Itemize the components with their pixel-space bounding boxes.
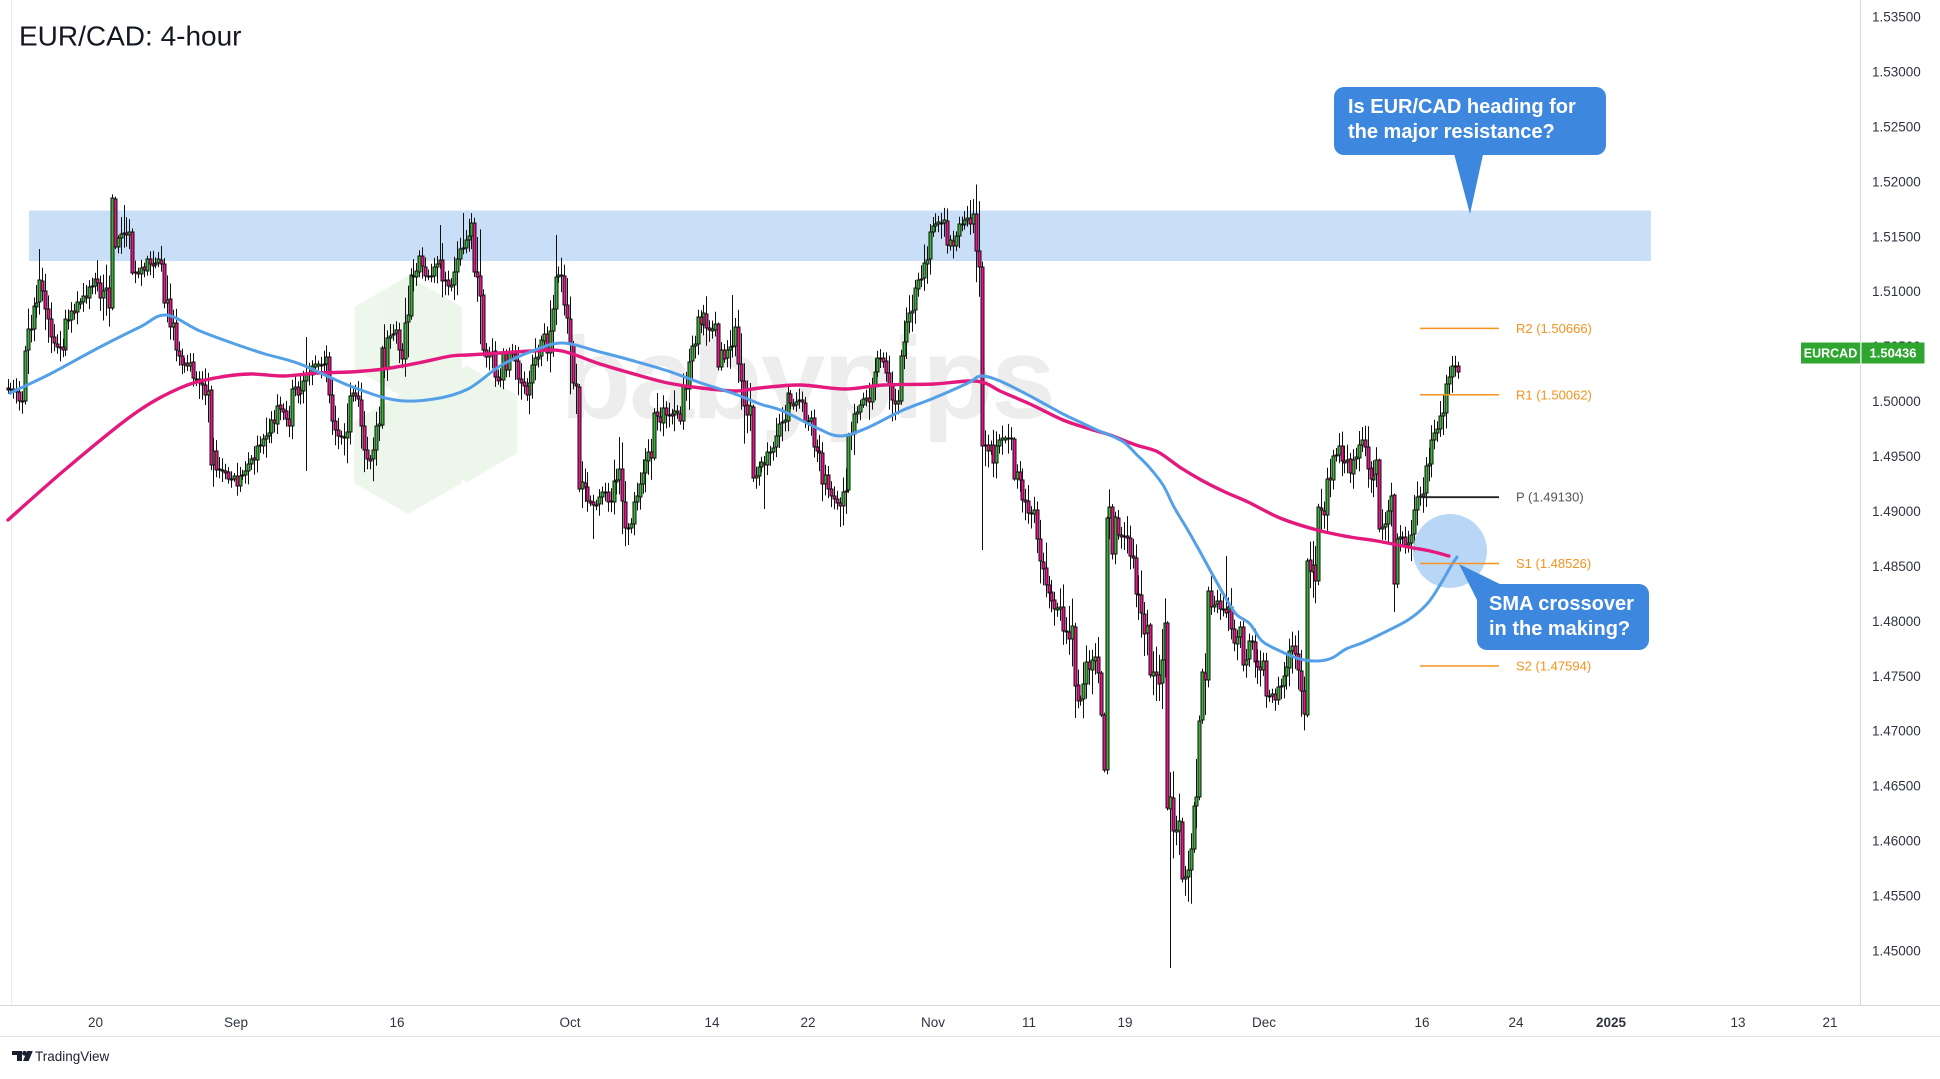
svg-text:14: 14: [704, 1015, 720, 1030]
svg-text:TradingView: TradingView: [35, 1049, 110, 1064]
svg-text:1.50000: 1.50000: [1872, 394, 1921, 409]
svg-text:1.47500: 1.47500: [1872, 669, 1921, 684]
svg-text:1.51000: 1.51000: [1872, 284, 1921, 299]
svg-text:1.45500: 1.45500: [1872, 889, 1921, 904]
svg-text:1.53500: 1.53500: [1872, 10, 1921, 25]
svg-text:21: 21: [1822, 1015, 1837, 1030]
svg-text:Sep: Sep: [224, 1015, 248, 1030]
svg-text:EURCAD: EURCAD: [1804, 347, 1857, 361]
svg-text:20: 20: [88, 1015, 103, 1030]
svg-text:SMA crossover: SMA crossover: [1489, 593, 1634, 615]
svg-text:Oct: Oct: [559, 1015, 580, 1030]
svg-text:1.46500: 1.46500: [1872, 779, 1921, 794]
svg-text:1.47000: 1.47000: [1872, 724, 1921, 739]
svg-text:16: 16: [389, 1015, 404, 1030]
svg-text:S2 (1.47594): S2 (1.47594): [1516, 659, 1591, 674]
svg-text:13: 13: [1730, 1015, 1745, 1030]
svg-text:1.48000: 1.48000: [1872, 614, 1921, 629]
svg-text:P (1.49130): P (1.49130): [1516, 490, 1584, 505]
svg-text:1.45000: 1.45000: [1872, 944, 1921, 959]
svg-text:1.49000: 1.49000: [1872, 504, 1921, 519]
svg-text:1.46000: 1.46000: [1872, 834, 1921, 849]
svg-text:2025: 2025: [1596, 1015, 1627, 1030]
svg-text:1.53000: 1.53000: [1872, 64, 1921, 79]
svg-text:Nov: Nov: [921, 1015, 945, 1030]
svg-text:R2 (1.50666): R2 (1.50666): [1516, 321, 1592, 336]
svg-text:1.50436: 1.50436: [1870, 346, 1917, 361]
svg-text:19: 19: [1117, 1015, 1132, 1030]
svg-text:the major resistance?: the major resistance?: [1348, 121, 1555, 143]
svg-text:1.52000: 1.52000: [1872, 174, 1921, 189]
svg-text:22: 22: [800, 1015, 815, 1030]
svg-text:1.49500: 1.49500: [1872, 449, 1921, 464]
svg-text:S1 (1.48526): S1 (1.48526): [1516, 556, 1591, 571]
svg-text:11: 11: [1022, 1015, 1036, 1030]
svg-text:R1 (1.50062): R1 (1.50062): [1516, 387, 1592, 402]
svg-text:in the making?: in the making?: [1489, 618, 1630, 640]
svg-text:Is EUR/CAD heading for: Is EUR/CAD heading for: [1348, 96, 1576, 118]
svg-text:EUR/CAD: 4-hour: EUR/CAD: 4-hour: [19, 21, 242, 52]
svg-text:1.48500: 1.48500: [1872, 559, 1921, 574]
svg-text:Dec: Dec: [1252, 1015, 1276, 1030]
svg-text:24: 24: [1508, 1015, 1524, 1030]
svg-text:1.51500: 1.51500: [1872, 229, 1921, 244]
svg-text:16: 16: [1414, 1015, 1429, 1030]
svg-text:1.52500: 1.52500: [1872, 119, 1921, 134]
